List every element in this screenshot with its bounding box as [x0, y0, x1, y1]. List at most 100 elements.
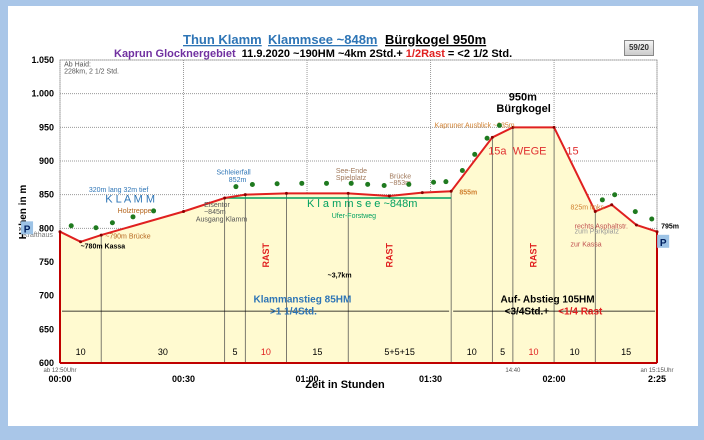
tree-icon	[472, 151, 478, 157]
profile-point	[610, 203, 614, 207]
section-label: Auf- Abstieg 105HM	[501, 294, 595, 305]
x-tick-label: 2:25	[648, 374, 666, 384]
segment-duration: 15	[312, 347, 322, 357]
tree-icon	[299, 180, 305, 186]
y-axis-label: Höhen in m	[18, 185, 29, 240]
x-tick-note: 14:40	[505, 368, 521, 374]
tree-icon	[632, 209, 638, 215]
annotation: Ufer-Forstweg	[332, 213, 376, 220]
annotation: K L A M M	[105, 194, 155, 206]
tree-icon	[496, 122, 502, 128]
title-part-1: Thun Klamm	[183, 32, 262, 47]
annotation: 855m	[459, 190, 477, 197]
profile-point	[99, 233, 103, 237]
y-tick-label: 700	[39, 291, 54, 301]
segment-duration: 5	[500, 347, 505, 357]
y-tick-label: 850	[39, 190, 54, 200]
title-part-2: Klammsee ~848m	[268, 32, 378, 47]
tree-icon	[443, 179, 449, 185]
annotation: ~845m	[204, 209, 226, 216]
profile-point	[79, 240, 83, 244]
annotation: Schleierfall	[216, 169, 251, 176]
annotation: Kapruner Ausblick ~935m	[435, 122, 515, 129]
annotation: Ausgang Klamm	[196, 217, 248, 224]
annotation: ~790m Brücke	[105, 233, 150, 240]
x-tick-label: 01:30	[419, 374, 442, 384]
annotation: K l a m m s e e ~848m	[307, 198, 417, 210]
tree-icon	[93, 225, 99, 231]
x-tick-label: 00:00	[48, 374, 71, 384]
subtitle-rest: 1/2Rast	[406, 48, 445, 60]
profile-area	[60, 127, 657, 363]
parking-label: P	[660, 238, 667, 249]
tree-icon	[599, 197, 605, 203]
tree-icon	[68, 223, 74, 229]
profile-point	[284, 191, 288, 195]
x-axis-label: Zeit in Stunden	[305, 379, 385, 391]
profile-point	[449, 189, 453, 193]
profile-point	[243, 193, 247, 197]
profile-point	[420, 191, 424, 195]
annotation: 228km, 2 1/2 Std.	[64, 68, 119, 75]
profile-point	[634, 223, 638, 227]
annotation: Brücke	[389, 174, 411, 181]
tree-icon	[406, 181, 412, 187]
profile-point	[58, 230, 62, 234]
y-tick-label: 800	[39, 223, 54, 233]
rest-label: RAST	[384, 243, 394, 268]
annotation: 15a	[488, 145, 507, 157]
tree-icon	[459, 168, 465, 174]
subtitle: Kaprun Glocknergebiet 11.9.2020 ~190HM ~4…	[114, 48, 512, 60]
y-tick-label: 1.050	[31, 55, 54, 65]
rest-label: RAST	[528, 243, 538, 268]
tree-icon	[348, 180, 354, 186]
tree-icon	[365, 181, 371, 187]
section-label: >1 1/4Std.	[270, 307, 317, 318]
parking-label: P	[24, 224, 31, 235]
tree-icon	[612, 192, 618, 198]
profile-point	[223, 196, 227, 200]
annotation: ~853m	[389, 180, 411, 187]
annotation: zur Kassa	[571, 242, 602, 249]
x-tick-label: 02:00	[543, 374, 566, 384]
annotation: zum Parkplatz	[575, 229, 620, 236]
profile-point	[182, 210, 186, 213]
tree-icon	[431, 179, 437, 185]
annotation: Holztreppen	[118, 208, 156, 215]
elevation-profile-line	[59, 126, 658, 243]
x-tick-label: 00:30	[172, 374, 195, 384]
x-tick-note: ab 12:50Uhr	[43, 368, 76, 374]
y-tick-label: 1.000	[31, 89, 54, 99]
tree-icon	[381, 182, 387, 188]
slide-badge: 59/20	[624, 40, 654, 56]
annotation: 852m	[229, 177, 247, 184]
profile-point	[511, 125, 515, 129]
segment-duration: 10	[528, 347, 538, 357]
y-tick-label: 750	[39, 257, 54, 267]
tree-icon	[130, 214, 136, 220]
annotation: ~780m Kassa	[81, 244, 126, 251]
y-tick-label: 900	[39, 156, 54, 166]
annotation: Eisentor	[204, 202, 230, 209]
title-part-3: Bürgkogel 950m	[385, 32, 486, 47]
profile-point	[552, 125, 556, 129]
segment-duration: 30	[158, 347, 168, 357]
annotation: Krafthaus	[23, 232, 53, 239]
tree-icon	[151, 208, 157, 214]
y-tick-label: 950	[39, 122, 54, 132]
profile-point	[346, 191, 350, 195]
segment-duration: 5	[232, 347, 237, 357]
profile-point	[387, 194, 391, 198]
annotation: Ab Haid:	[64, 62, 91, 69]
rest-label: RAST	[261, 243, 271, 268]
segment-duration: 5+5+15	[384, 347, 415, 357]
segment-duration: 10	[261, 347, 271, 357]
section-label: Klammanstieg 85HM	[254, 294, 352, 305]
tree-icon	[249, 182, 255, 188]
parking-sign	[657, 234, 670, 248]
annotation: See-Ende	[336, 168, 367, 175]
segment-duration: 15	[621, 347, 631, 357]
tree-icon	[484, 135, 490, 141]
tree-icon	[649, 216, 655, 222]
tree-icon	[274, 181, 280, 187]
